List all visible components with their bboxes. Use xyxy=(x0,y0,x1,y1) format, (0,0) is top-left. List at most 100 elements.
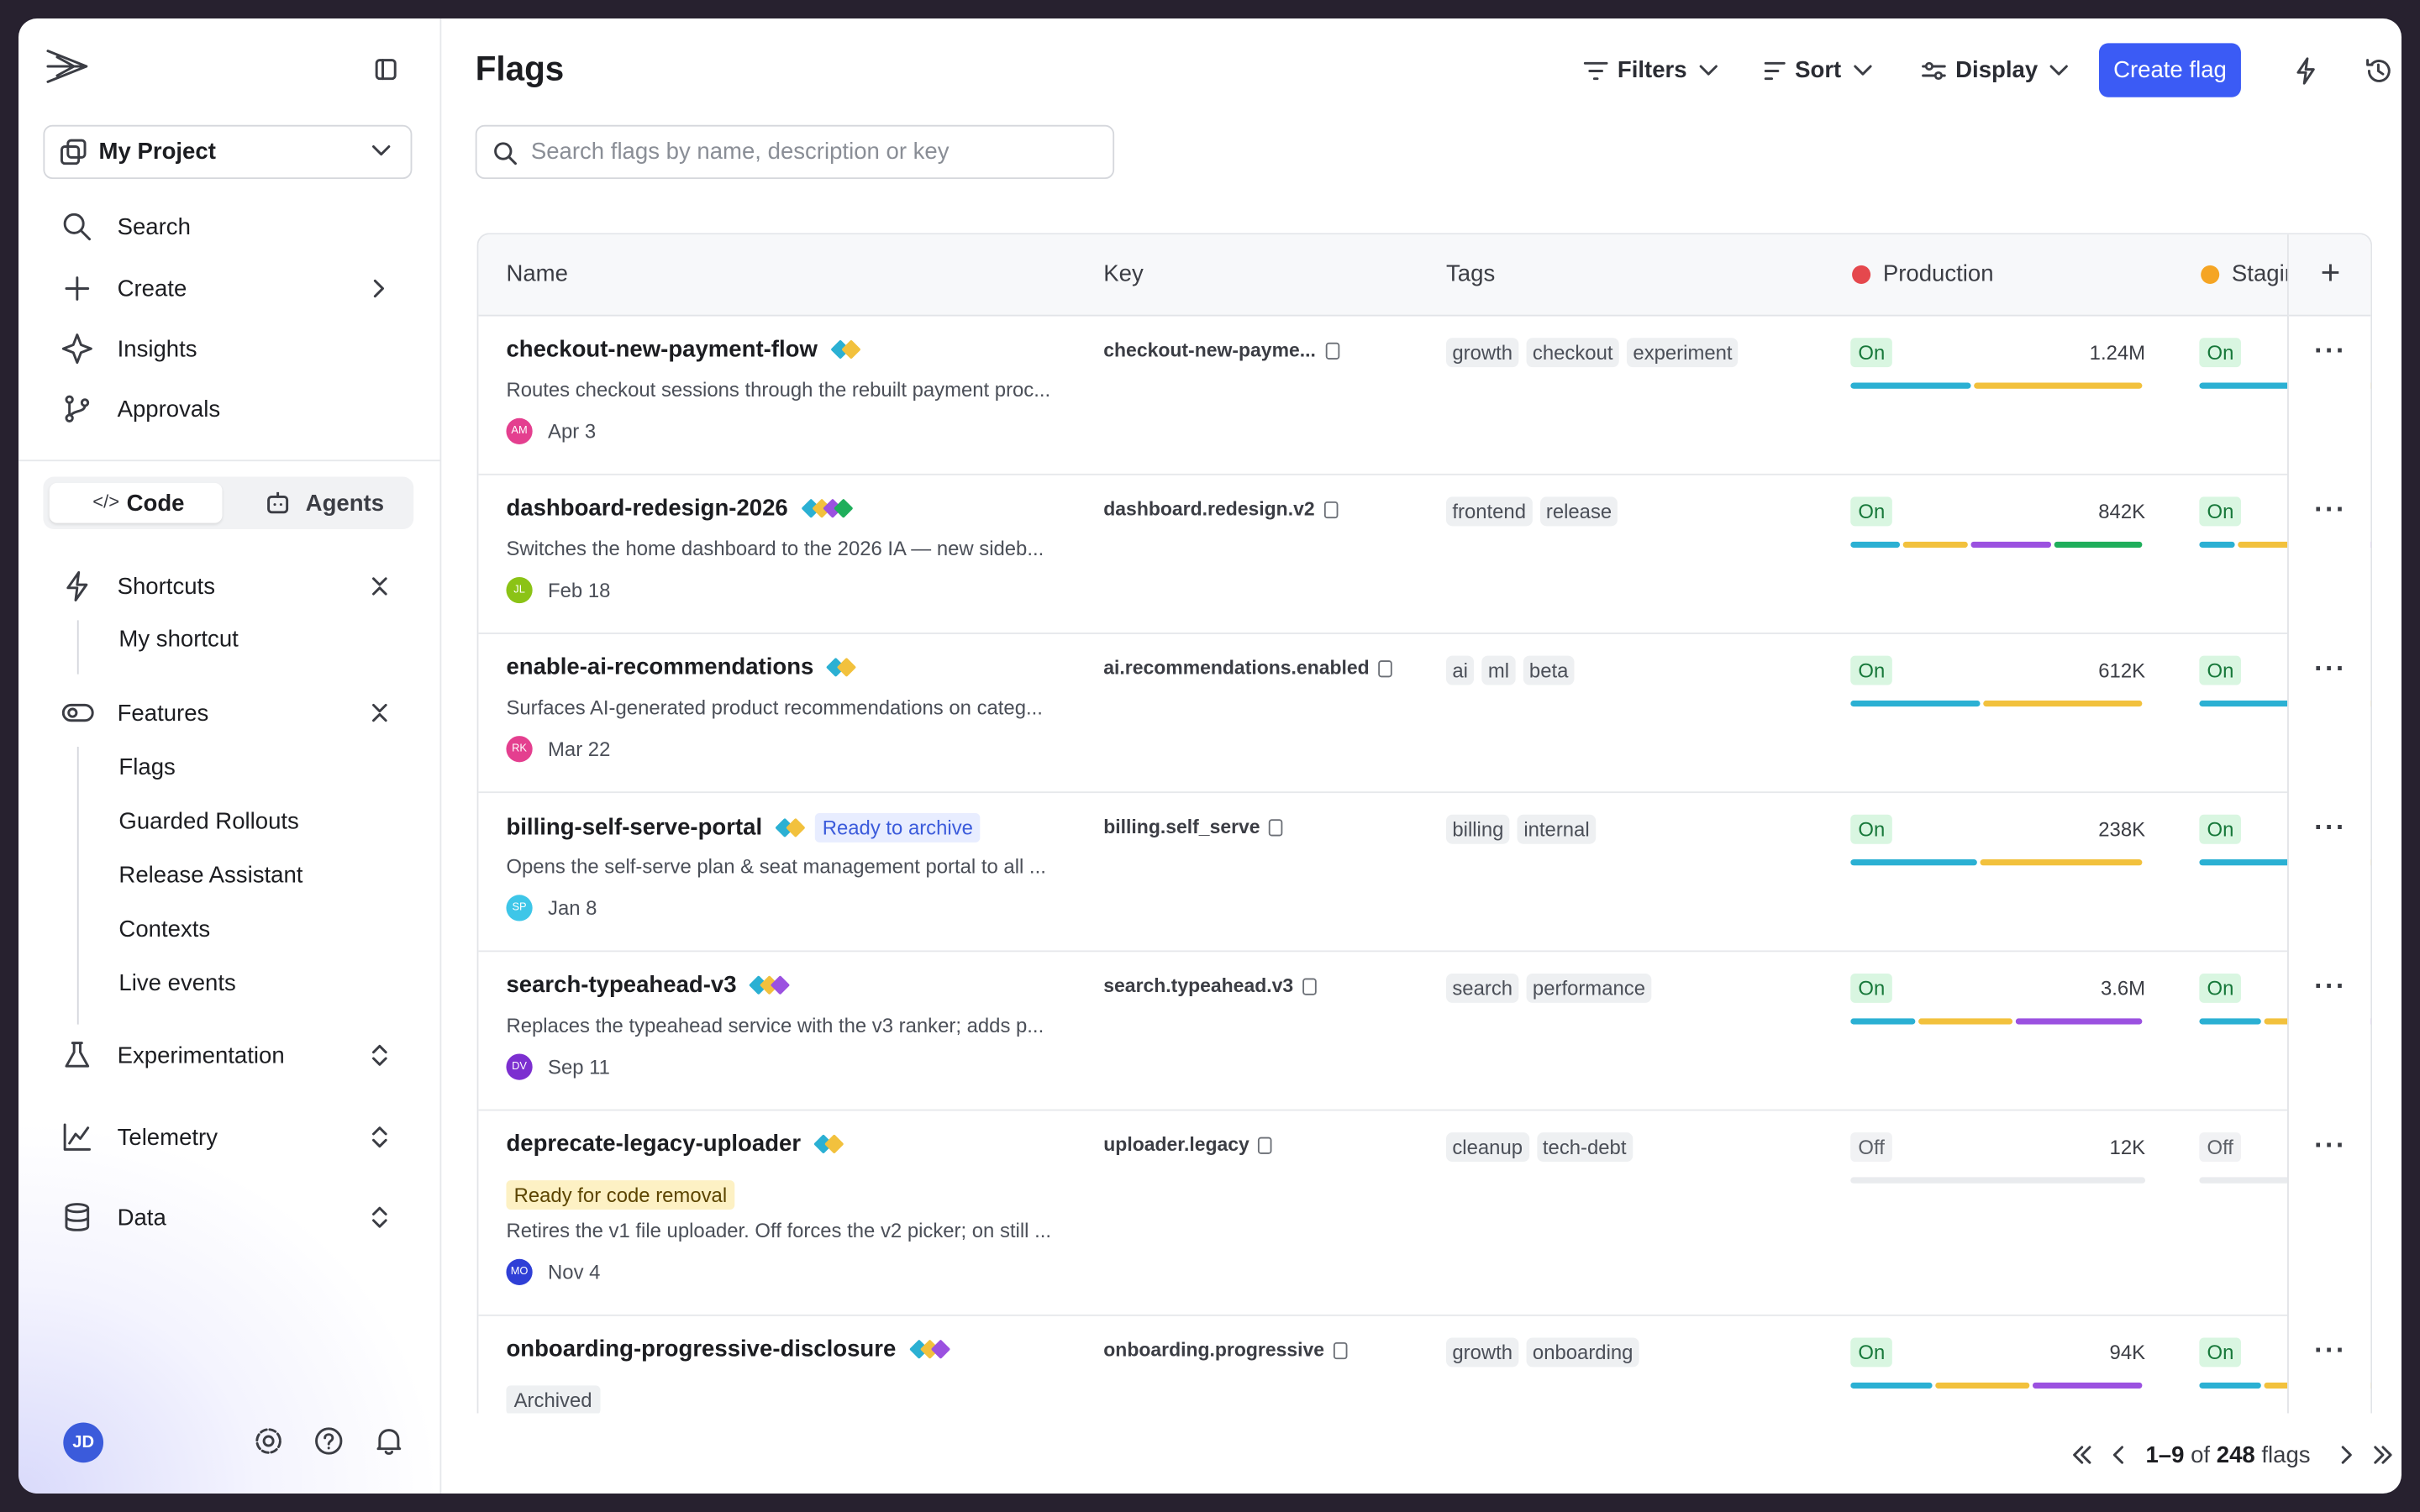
tags: billing internal xyxy=(1446,814,1603,844)
evaluation-count: 842K xyxy=(2098,500,2146,523)
filter-button[interactable]: Filters xyxy=(1583,43,1718,97)
owner-avatar: DV xyxy=(506,1053,533,1080)
flag-name[interactable]: enable-ai-recommendations xyxy=(506,654,814,681)
flag-name[interactable]: search-typeahead-v3 xyxy=(506,972,737,999)
traffic-bar xyxy=(1850,859,2145,866)
row-menu[interactable]: ··· xyxy=(2314,970,2347,1002)
pagination-unit: flags xyxy=(2261,1441,2311,1468)
display-button[interactable]: Display xyxy=(1922,43,2069,97)
evaluation-count: 94K xyxy=(2109,1341,2146,1364)
notifications-icon[interactable] xyxy=(373,1425,404,1457)
owner-avatar: MO xyxy=(506,1258,533,1286)
variation-diamond xyxy=(771,975,791,995)
traffic-bar xyxy=(2199,1177,2371,1184)
toggle-option[interactable]: </> Code xyxy=(49,482,223,523)
copy-icon[interactable] xyxy=(1378,659,1393,677)
tag: beta xyxy=(1523,655,1575,685)
flags-table: Name Key Tags Production Staging checkout-new… xyxy=(476,233,2373,1414)
copy-icon[interactable] xyxy=(1324,341,1339,360)
nav-item[interactable]: Create xyxy=(43,264,413,313)
settings-icon[interactable] xyxy=(253,1425,284,1457)
flag-row[interactable]: deprecate-legacy-uploader Ready for code … xyxy=(478,1110,2371,1316)
feature-item[interactable]: Flags xyxy=(118,754,176,781)
flag-name[interactable]: onboarding-progressive-disclosure xyxy=(506,1336,897,1362)
nav-group[interactable]: Telemetry xyxy=(43,1112,413,1162)
flag-name[interactable]: dashboard-redesign-2026 xyxy=(506,495,788,522)
status-chip: Off xyxy=(1850,1132,1893,1163)
nav-item[interactable]: Approvals xyxy=(43,384,413,433)
toggle-option[interactable]: Agents xyxy=(234,483,408,523)
traffic-segment xyxy=(2033,1382,2143,1389)
row-menu[interactable]: ··· xyxy=(2314,334,2347,366)
nav-label: Telemetry xyxy=(117,1124,218,1151)
next-page[interactable] xyxy=(2338,1446,2354,1464)
user-avatar[interactable]: JD xyxy=(63,1422,104,1463)
status-chip: On xyxy=(1850,1337,1893,1368)
row-menu[interactable]: ··· xyxy=(2314,493,2347,525)
traffic-segment xyxy=(1850,1018,1916,1025)
flag-key-text: onboarding.progressive xyxy=(1103,1339,1325,1362)
traffic-segment xyxy=(2199,700,2344,707)
copy-icon[interactable] xyxy=(1323,501,1339,518)
flag-key-text: dashboard.redesign.v2 xyxy=(1103,498,1315,520)
row-menu[interactable]: ··· xyxy=(2314,652,2347,684)
traffic-bar xyxy=(1850,1177,2146,1184)
shortcut-item[interactable]: My shortcut xyxy=(118,626,239,653)
flag-description: Replaces the typeahead service with the … xyxy=(506,1013,1044,1037)
status-chip: On xyxy=(1850,338,1893,368)
flag-name[interactable]: checkout-new-payment-flow xyxy=(506,336,818,363)
status-chip: On xyxy=(2199,655,2242,685)
actions-header[interactable]: + xyxy=(2288,234,2371,317)
copy-icon[interactable] xyxy=(1258,1136,1273,1153)
history-icon[interactable] xyxy=(2365,57,2392,85)
flag-row[interactable]: billing-self-serve-portal Ready to archiv… xyxy=(478,793,2371,953)
project-selector[interactable]: My Project xyxy=(43,124,413,180)
flag-row[interactable]: search-typeahead-v3 Replaces the typeahea… xyxy=(478,952,2371,1111)
flag-date: Sep 11 xyxy=(548,1055,610,1079)
feature-item[interactable]: Live events xyxy=(118,970,236,997)
flag-description: Opens the self-serve plan & seat managem… xyxy=(506,854,1046,879)
column-header: Name xyxy=(506,260,568,287)
feature-item[interactable]: Release Assistant xyxy=(118,862,303,889)
flag-row[interactable]: checkout-new-payment-flow Routes checkout… xyxy=(478,317,2371,475)
copy-icon[interactable] xyxy=(1334,1341,1348,1359)
traffic-segment xyxy=(2199,859,2344,866)
sort-button[interactable]: Sort xyxy=(1764,43,1872,97)
prev-page[interactable] xyxy=(2112,1446,2127,1464)
nav-group[interactable]: Data xyxy=(43,1193,413,1242)
flag-row[interactable]: enable-ai-recommendations Surfaces AI-gen… xyxy=(478,634,2371,794)
nav-group[interactable]: Features xyxy=(43,688,413,738)
feature-item[interactable]: Guarded Rollouts xyxy=(118,808,299,835)
help-icon[interactable] xyxy=(313,1425,345,1457)
create-flag-button[interactable]: Create flag xyxy=(2098,43,2241,97)
feature-item[interactable]: Contexts xyxy=(118,916,211,943)
flag-row[interactable]: onboarding-progressive-disclosure Archive… xyxy=(478,1316,2371,1414)
search-box[interactable]: Search flags by name, description or key xyxy=(475,124,1115,180)
flag-name[interactable]: deprecate-legacy-uploader xyxy=(506,1131,802,1158)
lightning-icon[interactable] xyxy=(2293,57,2317,85)
nav-group[interactable]: Experimentation xyxy=(43,1031,413,1080)
column-header: Key xyxy=(1103,260,1144,287)
nav-item[interactable]: Search xyxy=(43,202,413,252)
row-menu[interactable]: ··· xyxy=(2314,811,2347,843)
copy-icon[interactable] xyxy=(1269,818,1284,836)
button-label: Display xyxy=(1955,56,2039,84)
flag-name[interactable]: billing-self-serve-portal xyxy=(506,814,763,842)
search-placeholder: Search flags by name, description or key xyxy=(530,139,950,165)
first-page[interactable] xyxy=(2071,1446,2093,1464)
nav-group[interactable]: Shortcuts xyxy=(43,562,413,612)
copy-icon[interactable] xyxy=(1302,977,1317,995)
collapse-button[interactable] xyxy=(375,59,397,81)
flag-title: billing-self-serve-portal Ready to archiv… xyxy=(506,812,981,843)
traffic-segment xyxy=(1850,859,1977,866)
traffic-bar xyxy=(1850,382,2145,389)
nav-item[interactable]: Insights xyxy=(43,324,413,374)
flag-key-text: ai.recommendations.enabled xyxy=(1103,657,1370,680)
owner-avatar: AM xyxy=(506,417,533,444)
row-menu[interactable]: ··· xyxy=(2314,1129,2347,1161)
row-menu[interactable]: ··· xyxy=(2314,1334,2347,1366)
last-page[interactable] xyxy=(2372,1446,2394,1464)
flag-row[interactable]: dashboard-redesign-2026 Switches the home… xyxy=(478,475,2371,634)
